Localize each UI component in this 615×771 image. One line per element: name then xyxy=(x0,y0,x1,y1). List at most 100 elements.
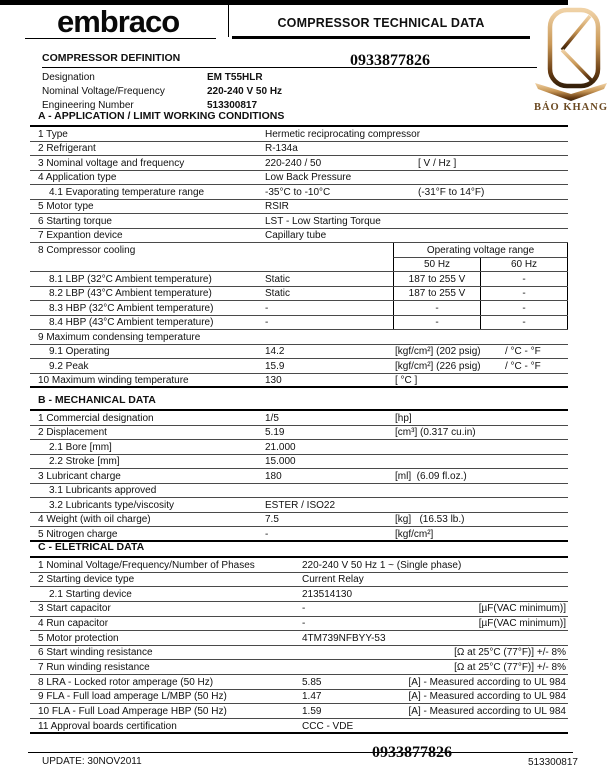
embraco-logo: embraco xyxy=(57,4,180,39)
row-unit: [ °C ] xyxy=(395,375,418,386)
section-electrical-data: C - ELETRICAL DATA 1 Nominal Voltage/Fre… xyxy=(30,541,568,734)
row-label: 8 Compressor cooling xyxy=(38,244,136,256)
table-row: 9.1 Operating 14.2 [kgf/cm²] (202 psig) / °… xyxy=(30,345,568,359)
definition-label: Engineering Number xyxy=(42,100,134,111)
row-value: 220-240 / 50 xyxy=(265,157,322,169)
row-label: 11 Approval boards certification xyxy=(38,720,177,732)
definition-label: Nominal Voltage/Frequency xyxy=(42,86,165,97)
section-table: 1 Commercial designation 1/5 [hp] 2 Displac… xyxy=(30,411,568,542)
row-value: Low Back Pressure xyxy=(265,172,352,183)
row-label: 2 Starting device type xyxy=(38,574,135,586)
row-label: 3 Lubricant charge xyxy=(38,470,121,482)
section-application-limit-conditions: A - APPLICATION / LIMIT WORKING CONDITIO… xyxy=(30,110,568,388)
partner-logo: BẢO KHANG xyxy=(527,5,615,113)
row-value: 5.85 xyxy=(302,676,322,688)
table-row: 50 Hz 60 Hz xyxy=(30,257,568,272)
section-heading: B - MECHANICAL DATA xyxy=(30,394,568,411)
row-unit: [ml] (6.09 fl.oz.) xyxy=(395,470,467,482)
table-row: 10 FLA - Full Load Amperage HBP (50 Hz) 1… xyxy=(30,704,568,720)
row-label: 1 Type xyxy=(38,128,68,140)
row-value: Static xyxy=(265,288,291,299)
table-row: 1 Nominal Voltage/Frequency/Number of Ph… xyxy=(30,558,568,573)
table-row: 7 Expantion device Capillary tube xyxy=(30,229,568,243)
row-label: 10 FLA - Full Load Amperage HBP (50 Hz) xyxy=(38,705,227,717)
definition-row: Designation EM T55HLR xyxy=(42,72,537,86)
row-label: 5 Nitrogen charge xyxy=(38,528,118,540)
row-value: 220-240 V 50 Hz 1 ~ (Single phase) xyxy=(302,559,462,571)
table-row: 2.2 Stroke [mm] 15.000 xyxy=(30,455,568,469)
row-value: -35°C to -10°C xyxy=(265,186,331,198)
row-label: 8.1 LBP (32°C Ambient temperature) xyxy=(49,273,212,285)
row-value: 1.59 xyxy=(302,705,322,717)
row-label: 4 Run capacitor xyxy=(38,618,109,630)
definition-fields: Designation EM T55HLR Nominal Voltage/Freq… xyxy=(42,72,537,114)
row-unit: [hp] xyxy=(395,412,412,424)
row-label: 8.2 LBP (43°C Ambient temperature) xyxy=(49,288,212,299)
table-row: 5 Nitrogen charge - [kgf/cm²] xyxy=(30,527,568,542)
row-label: 9.1 Operating xyxy=(49,346,110,357)
top-black-bar xyxy=(0,0,568,5)
row-value: CCC - VDE xyxy=(302,720,354,732)
voltage-cell-60hz: - xyxy=(480,301,568,315)
row-value: 4TM739NFBYY-53 xyxy=(302,632,386,644)
row-label: 2 Displacement xyxy=(38,427,107,438)
row-unit-right: [Ω at 25°C (77°F)] +/- 8% xyxy=(454,647,566,659)
row-unit: [kgf/cm²] (202 psig) xyxy=(395,346,481,357)
watermark-phone-bottom: 0933877826 xyxy=(372,744,452,761)
row-unit-right: [Ω at 25°C (77°F)] +/- 8% xyxy=(454,661,566,673)
row-label: 1 Commercial designation xyxy=(38,412,154,424)
row-value: 213514130 xyxy=(302,588,353,600)
row-value: 180 xyxy=(265,470,282,482)
row-label: 7 Expantion device xyxy=(38,230,123,241)
table-row: 2 Refrigerant R-134a xyxy=(30,142,568,156)
row-value: Capillary tube xyxy=(265,230,327,241)
definition-row: Engineering Number 513300817 xyxy=(42,100,537,114)
table-row: 3.2 Lubricants type/viscosity ESTER / ISO… xyxy=(30,498,568,513)
table-row: 3 Nominal voltage and frequency 220-240 /… xyxy=(30,156,568,171)
footer-update-date: UPDATE: 30NOV2011 xyxy=(42,756,142,767)
voltage-cell-50hz: 187 to 255 V xyxy=(393,272,480,286)
row-unit-right: [A] - Measured according to UL 984 xyxy=(408,676,567,688)
table-row: 7 Run winding resistance [Ω at 25°C (77°F… xyxy=(30,660,568,676)
voltage-cell-60hz: - xyxy=(480,315,568,329)
row-unit: [kg] (16.53 lb.) xyxy=(395,514,465,525)
row-extra: / °C - °F xyxy=(505,360,541,372)
footer-engineering-number: 513300817 xyxy=(527,757,578,768)
row-extra: / °C - °F xyxy=(505,346,541,357)
definition-value: 513300817 xyxy=(207,100,258,111)
row-label: 4 Application type xyxy=(38,172,117,183)
definition-value: EM T55HLR xyxy=(207,72,263,83)
voltage-cell-60hz: - xyxy=(480,272,568,286)
title-underline xyxy=(232,36,530,39)
row-label: 9 Maximum condensing temperature xyxy=(38,331,201,343)
row-value: - xyxy=(302,603,306,615)
definition-label: Designation xyxy=(42,72,95,83)
table-row: 2 Starting device type Current Relay xyxy=(30,573,568,588)
row-label: 8.3 HBP (32°C Ambient temperature) xyxy=(49,302,214,314)
row-label: 4.1 Evaporating temperature range xyxy=(49,186,205,198)
table-row: 4.1 Evaporating temperature range -35°C t… xyxy=(30,185,568,200)
row-value: - xyxy=(265,302,269,314)
table-row: 2.1 Bore [mm] 21.000 xyxy=(30,440,568,455)
row-unit-right: [µF(VAC minimum)] xyxy=(478,603,566,615)
bao-khang-monogram-icon xyxy=(535,7,607,101)
table-row: 11 Approval boards certification CCC - VD… xyxy=(30,719,568,734)
row-unit-right: [µF(VAC minimum)] xyxy=(478,618,566,630)
table-row: 8.3 HBP (32°C Ambient temperature) - - - xyxy=(30,301,568,316)
table-row: 3 Start capacitor - [µF(VAC minimum)] xyxy=(30,602,568,617)
row-label: 2.1 Starting device xyxy=(49,588,132,600)
row-label: 1 Nominal Voltage/Frequency/Number of Ph… xyxy=(38,559,255,571)
voltage-col-50hz: 50 Hz xyxy=(393,257,480,271)
row-value: Static xyxy=(265,273,291,285)
row-value: 1/5 xyxy=(265,412,279,424)
section-heading: A - APPLICATION / LIMIT WORKING CONDITIO… xyxy=(30,110,568,127)
row-unit: [kgf/cm²] (226 psig) xyxy=(395,360,481,372)
table-row: 4 Weight (with oil charge) 7.5 [kg] (16.53… xyxy=(30,513,568,527)
table-row: 8.4 HBP (43°C Ambient temperature) - - - xyxy=(30,315,568,330)
row-value: ESTER / ISO22 xyxy=(265,499,336,511)
watermark-phone-top: 0933877826 xyxy=(350,52,430,69)
table-row: 1 Type Hermetic reciprocating compressor xyxy=(30,127,568,142)
brand-underline xyxy=(25,38,216,39)
section-mechanical-data: B - MECHANICAL DATA 1 Commercial designa… xyxy=(30,394,568,542)
